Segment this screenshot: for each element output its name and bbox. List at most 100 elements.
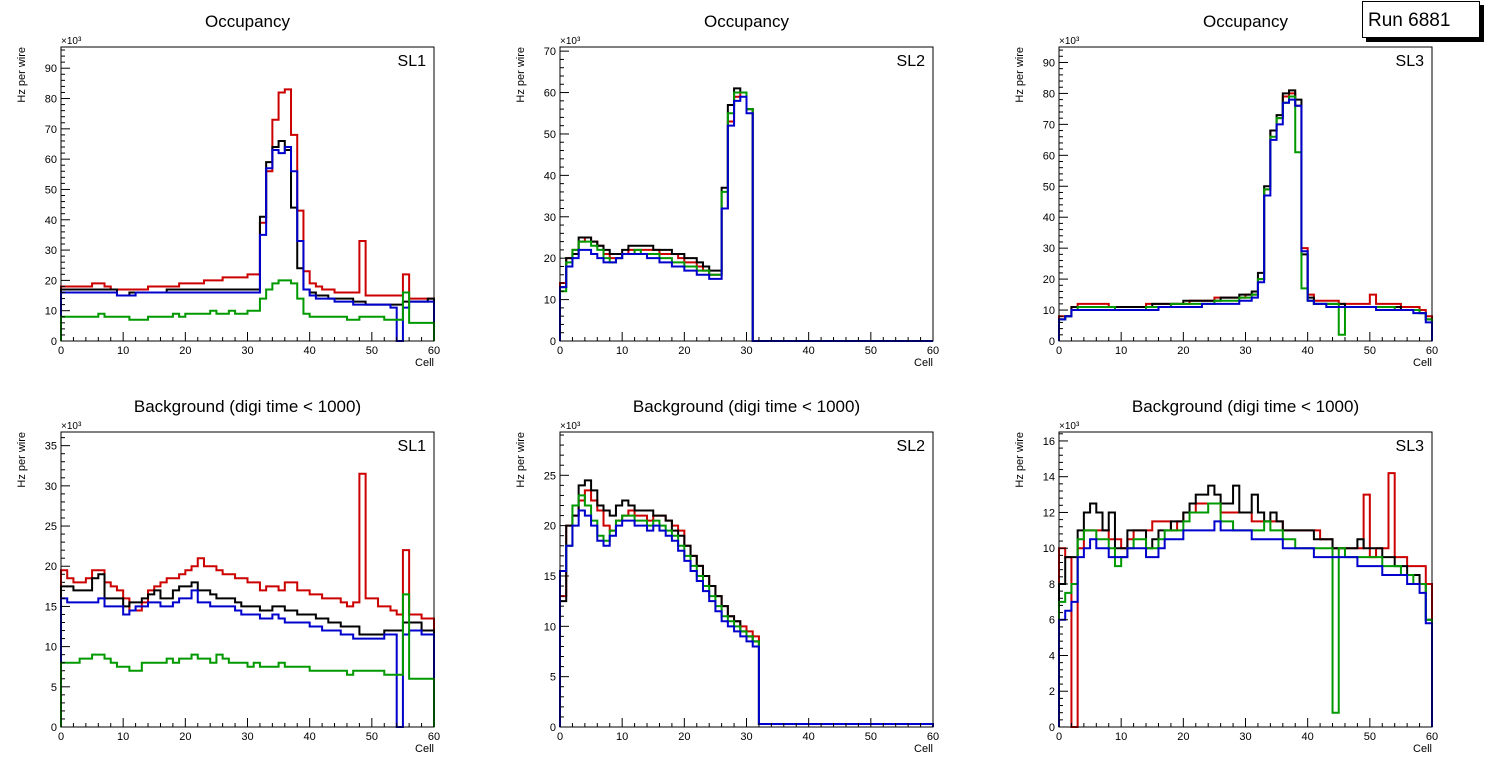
x-tick-label: 50 [1364, 345, 1376, 357]
series-red [1058, 472, 1433, 728]
x-axis-label: Cell [1413, 743, 1432, 755]
y-tick-label: 10 [544, 621, 556, 633]
y-tick-label: 80 [45, 94, 57, 106]
x-tick-label: 0 [557, 345, 563, 357]
y-tick-label: 40 [544, 170, 556, 182]
x-tick-label: 10 [616, 731, 628, 743]
series-red [1058, 92, 1433, 341]
y-tick-label: 0 [1049, 336, 1055, 348]
x-tick-label: 20 [1177, 731, 1189, 743]
chart-title: Occupancy [704, 12, 790, 31]
superlayer-label: SL1 [398, 53, 427, 70]
y-tick-label: 40 [1043, 212, 1055, 224]
y-tick-label: 60 [45, 154, 57, 166]
y-tick-label: 8 [1049, 579, 1055, 591]
superlayer-label: SL2 [897, 53, 926, 70]
chart-title: Background (digi time < 1000) [1132, 397, 1359, 416]
y-axis-label: Hz per wire [515, 47, 527, 103]
run-label-box: Run 6881 [1362, 1, 1480, 38]
y-tick-label: 5 [550, 672, 556, 684]
x-tick-label: 10 [117, 345, 129, 357]
chart-panel-1: Occupancy 0 10 20 30 40 50 60 0 10 20 30 40 50 60 70 80 9… [16, 12, 440, 369]
x-tick-label: 30 [740, 345, 752, 357]
y-tick-label: 10 [1043, 543, 1055, 555]
x-tick-label: 20 [1177, 345, 1189, 357]
x-tick-label: 10 [1115, 731, 1127, 743]
x-tick-label: 50 [366, 731, 378, 743]
series-blue [559, 509, 934, 727]
y-tick-label: 0 [51, 336, 57, 348]
y-tick-label: 2 [1049, 686, 1055, 698]
y-tick-label: 0 [1049, 722, 1055, 734]
x-tick-label: 0 [1056, 731, 1062, 743]
x-tick-label: 0 [58, 731, 64, 743]
x-tick-label: 0 [557, 731, 563, 743]
x-tick-label: 50 [1364, 731, 1376, 743]
x-tick-label: 30 [241, 731, 253, 743]
x-tick-label: 50 [366, 345, 378, 357]
y-tick-label: 20 [544, 521, 556, 533]
x-tick-label: 20 [179, 345, 191, 357]
y-tick-label: 4 [1049, 650, 1055, 662]
plot-frame [1058, 431, 1433, 728]
y-axis-label: Hz per wire [515, 432, 527, 488]
y-tick-label: 50 [1043, 181, 1055, 193]
chart-panel-2: Occupancy 0 10 20 30 40 50 60 0 10 20 30 40 50 60 70 ×10… [515, 12, 939, 369]
y-exponent-label: ×10³ [61, 36, 82, 47]
y-tick-label: 0 [51, 722, 57, 734]
x-axis-label: Cell [415, 357, 434, 369]
x-axis-label: Cell [914, 743, 933, 755]
series-black [559, 87, 933, 342]
superlayer-label: SL2 [897, 438, 926, 455]
x-tick-label: 50 [865, 345, 877, 357]
series-red [60, 88, 435, 341]
y-tick-label: 50 [45, 184, 57, 196]
chart-panel-5: Background (digi time < 1000)0 10 20 30 40 50… [515, 397, 939, 755]
y-tick-label: 10 [45, 642, 57, 654]
y-exponent-label: ×10³ [560, 421, 581, 432]
x-tick-label: 10 [117, 731, 129, 743]
superlayer-label: SL3 [1396, 53, 1425, 70]
x-tick-label: 40 [304, 345, 316, 357]
y-tick-label: 20 [1043, 274, 1055, 286]
x-tick-label: 0 [58, 345, 64, 357]
chart-title: Occupancy [205, 12, 291, 31]
run-label: Run 6881 [1368, 10, 1451, 31]
chart-panel-3: Occupancy 0 10 20 30 40 50 60 0 10 20 30 40 50 60 70 80 9… [1014, 12, 1438, 369]
y-tick-label: 80 [1043, 88, 1055, 100]
y-tick-label: 70 [544, 46, 556, 58]
plot-frame [60, 46, 435, 342]
y-tick-label: 25 [544, 470, 556, 482]
x-tick-label: 10 [1115, 345, 1127, 357]
x-tick-label: 60 [428, 345, 440, 357]
y-axis-label: Hz per wire [1014, 47, 1026, 103]
x-tick-label: 40 [803, 731, 815, 743]
x-axis-label: Cell [415, 743, 434, 755]
series-red [60, 472, 435, 727]
y-tick-label: 25 [45, 521, 57, 533]
y-axis-label: Hz per wire [16, 432, 28, 488]
y-tick-label: 10 [45, 306, 57, 318]
x-tick-label: 40 [1302, 731, 1314, 743]
x-tick-label: 40 [304, 731, 316, 743]
series-green [60, 593, 435, 727]
series-green [60, 279, 435, 341]
x-tick-label: 50 [865, 731, 877, 743]
y-tick-label: 70 [45, 124, 57, 136]
series-green [1058, 502, 1433, 727]
x-axis-label: Cell [914, 357, 933, 369]
series-blue [60, 146, 435, 342]
series-green [559, 91, 933, 342]
chart-title: Background (digi time < 1000) [633, 397, 860, 416]
y-tick-label: 35 [45, 441, 57, 453]
x-tick-label: 60 [927, 345, 939, 357]
y-tick-label: 90 [1043, 57, 1055, 69]
x-tick-label: 0 [1056, 345, 1062, 357]
chart-title: Background (digi time < 1000) [134, 397, 361, 416]
y-tick-label: 5 [51, 682, 57, 694]
x-tick-label: 60 [1426, 345, 1438, 357]
y-axis-label: Hz per wire [1014, 432, 1026, 488]
chart-panel-4: Background (digi time < 1000)0 10 20 30 40 50… [16, 397, 440, 755]
y-tick-label: 20 [544, 253, 556, 265]
